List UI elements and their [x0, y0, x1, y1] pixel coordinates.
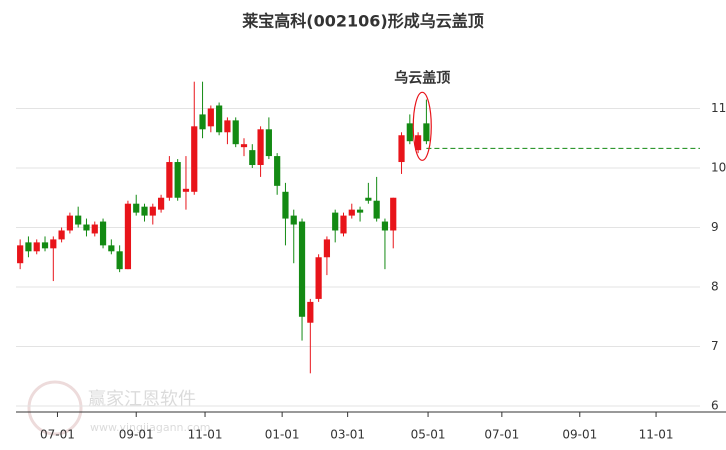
- x-tick-label: 11-01: [188, 428, 223, 442]
- candle-body: [91, 224, 98, 234]
- pattern-highlight: [412, 91, 432, 161]
- candle-body: [282, 191, 289, 219]
- watermark-logo: [27, 380, 83, 436]
- candle-body: [340, 215, 347, 234]
- candle-body: [182, 188, 190, 192]
- watermark-text: 赢家江恩软件: [88, 388, 196, 410]
- candle-body: [83, 224, 90, 231]
- y-tick-label: 6: [711, 399, 719, 413]
- candle-body: [124, 203, 132, 270]
- candle-body: [307, 301, 314, 323]
- y-tick-label: 8: [711, 280, 719, 294]
- candle-body: [315, 257, 322, 299]
- candle-body: [50, 239, 57, 249]
- candle-body: [232, 120, 239, 145]
- watermark: 赢家江恩软件 www.yingjiagann.com: [27, 380, 211, 436]
- candle-body: [348, 209, 355, 216]
- candle-body: [25, 242, 32, 252]
- candle-body: [216, 105, 223, 133]
- candle-body: [257, 129, 264, 166]
- candle-body: [290, 215, 297, 225]
- candle-body: [398, 135, 405, 163]
- candle-body: [191, 126, 198, 192]
- candle-body: [149, 206, 156, 216]
- candle-body: [240, 144, 248, 148]
- candle-body: [66, 215, 73, 231]
- y-tick-label: 10: [711, 160, 726, 174]
- candle-body: [381, 221, 389, 231]
- candle-body: [157, 197, 165, 210]
- candle-body: [116, 251, 123, 270]
- candle-body: [423, 123, 430, 142]
- watermark-url: www.yingjiagann.com: [90, 421, 211, 434]
- candle-body: [332, 212, 339, 231]
- candle-body: [133, 203, 140, 213]
- x-tick-label: 01-01: [265, 428, 300, 442]
- candle-body: [224, 120, 231, 133]
- candle-body: [41, 242, 49, 249]
- candle-body: [265, 129, 272, 157]
- candle-body: [390, 197, 397, 231]
- x-tick-label: 03-01: [330, 428, 365, 442]
- y-tick-label: 7: [711, 339, 719, 353]
- candle-body: [406, 123, 413, 142]
- candle-body: [199, 114, 206, 130]
- x-tick-label: 09-01: [119, 428, 154, 442]
- x-tick-label: 07-01: [40, 428, 75, 442]
- y-tick-label: 11: [711, 101, 726, 115]
- candle-body: [174, 162, 181, 198]
- candle-body: [323, 239, 331, 258]
- candle-body: [58, 230, 65, 240]
- candle-body: [166, 162, 173, 198]
- candle-body: [141, 206, 148, 216]
- candle-body: [249, 150, 256, 166]
- y-tick-label: 9: [711, 220, 719, 234]
- x-tick-label: 05-01: [411, 428, 446, 442]
- candle-body: [207, 108, 214, 127]
- candle-body: [274, 156, 281, 186]
- candle-body: [33, 242, 40, 252]
- x-tick-label: 09-01: [562, 428, 597, 442]
- x-tick-label: 07-01: [484, 428, 519, 442]
- candle-body: [99, 221, 107, 246]
- candle-body: [373, 200, 380, 219]
- chart-title: 莱宝高科(002106)形成乌云盖顶: [242, 12, 483, 31]
- candle-body: [365, 197, 372, 201]
- candle-body: [75, 215, 82, 225]
- candle-body: [108, 245, 115, 252]
- candle-body: [356, 209, 364, 213]
- candle-body: [17, 245, 24, 264]
- x-tick-label: 11-01: [639, 428, 674, 442]
- candle-body: [298, 221, 306, 317]
- candle-body: [415, 135, 422, 151]
- annotation: 乌云盖顶: [394, 69, 450, 86]
